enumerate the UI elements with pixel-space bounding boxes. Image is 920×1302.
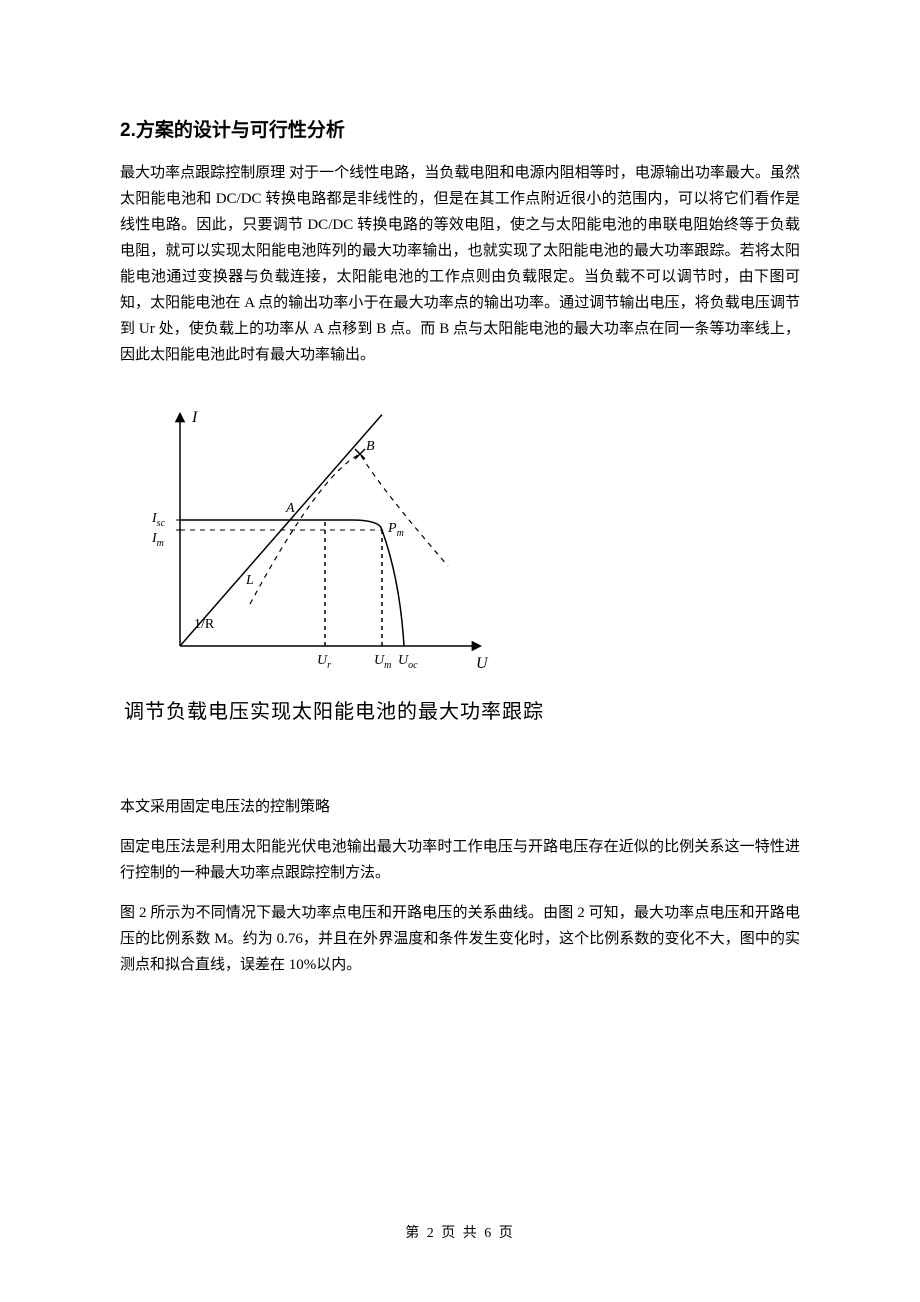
svg-text:U: U	[476, 655, 489, 672]
svg-text:Ur: Ur	[317, 653, 331, 671]
mppt-chart: I U A B Pm L 1/R Isc Im Ur Um Uoc	[120, 396, 500, 686]
svg-text:Um: Um	[374, 653, 391, 671]
svg-text:L: L	[245, 573, 254, 588]
svg-text:1/R: 1/R	[194, 617, 215, 632]
figure-caption: 调节负载电压实现太阳能电池的最大功率跟踪	[124, 695, 800, 724]
svg-text:B: B	[366, 439, 375, 454]
svg-text:I: I	[191, 409, 198, 426]
page-footer: 第 2 页 共 6 页	[0, 1222, 920, 1242]
svg-text:Pm: Pm	[387, 521, 404, 539]
figure-block: I U A B Pm L 1/R Isc Im Ur Um Uoc 调节负载电压实现太阳能电池的最大功…	[120, 396, 800, 724]
svg-text:Uoc: Uoc	[398, 653, 418, 671]
svg-text:Im: Im	[151, 531, 164, 549]
paragraph-2: 本文采用固定电压法的控制策略	[120, 794, 800, 820]
document-page: 2.方案的设计与可行性分析 最大功率点跟踪控制原理 对于一个线性电路，当负载电阻…	[0, 0, 920, 1302]
svg-text:A: A	[285, 501, 295, 516]
paragraph-1: 最大功率点跟踪控制原理 对于一个线性电路，当负载电阻和电源内阻相等时，电源输出功…	[120, 160, 800, 368]
spacer	[120, 734, 800, 794]
paragraph-3: 固定电压法是利用太阳能光伏电池输出最大功率时工作电压与开路电压存在近似的比例关系…	[120, 834, 800, 886]
section-heading: 2.方案的设计与可行性分析	[120, 115, 800, 142]
svg-text:Isc: Isc	[151, 511, 166, 529]
paragraph-4: 图 2 所示为不同情况下最大功率点电压和开路电压的关系曲线。由图 2 可知，最大…	[120, 900, 800, 978]
